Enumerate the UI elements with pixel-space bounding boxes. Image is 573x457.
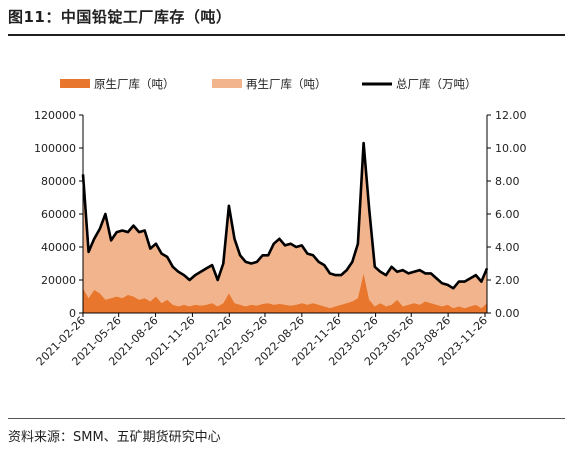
- source-note: 资料来源：SMM、五矿期货研究中心: [8, 430, 221, 445]
- right-tick-label: 12.00: [495, 109, 527, 122]
- left-tick-label: 40000: [41, 241, 76, 254]
- legend-label: 再生厂库（吨）: [246, 77, 327, 91]
- right-tick-label: 2.00: [495, 274, 520, 287]
- right-tick-label: 10.00: [495, 142, 527, 155]
- left-tick-label: 20000: [41, 274, 76, 287]
- legend-label: 总厂库（万吨）: [396, 77, 477, 91]
- chart-legend: 原生厂库（吨） 再生厂库（吨） 总厂库（万吨）: [60, 77, 477, 91]
- left-tick-label: 120000: [34, 109, 76, 122]
- figure-title: 图11：中国铅锭工厂库存（吨）: [8, 8, 232, 26]
- series-secondary-area: [83, 143, 487, 309]
- source-rule: [8, 418, 565, 419]
- left-tick-label: 100000: [34, 142, 76, 155]
- right-tick-label: 6.00: [495, 208, 520, 221]
- right-tick-label: 0.00: [495, 307, 520, 320]
- plot-area: [81, 141, 489, 313]
- legend-label: 原生厂库（吨）: [94, 77, 175, 91]
- title-rule: [8, 34, 565, 36]
- left-tick-label: 80000: [41, 175, 76, 188]
- series-total-line: [81, 141, 489, 290]
- legend-swatch: [60, 79, 90, 88]
- series-primary-area: [83, 273, 487, 313]
- left-tick-label: 0: [69, 307, 76, 320]
- left-tick-label: 60000: [41, 208, 76, 221]
- right-tick-label: 8.00: [495, 175, 520, 188]
- right-tick-label: 4.00: [495, 241, 520, 254]
- legend-swatch: [212, 79, 242, 88]
